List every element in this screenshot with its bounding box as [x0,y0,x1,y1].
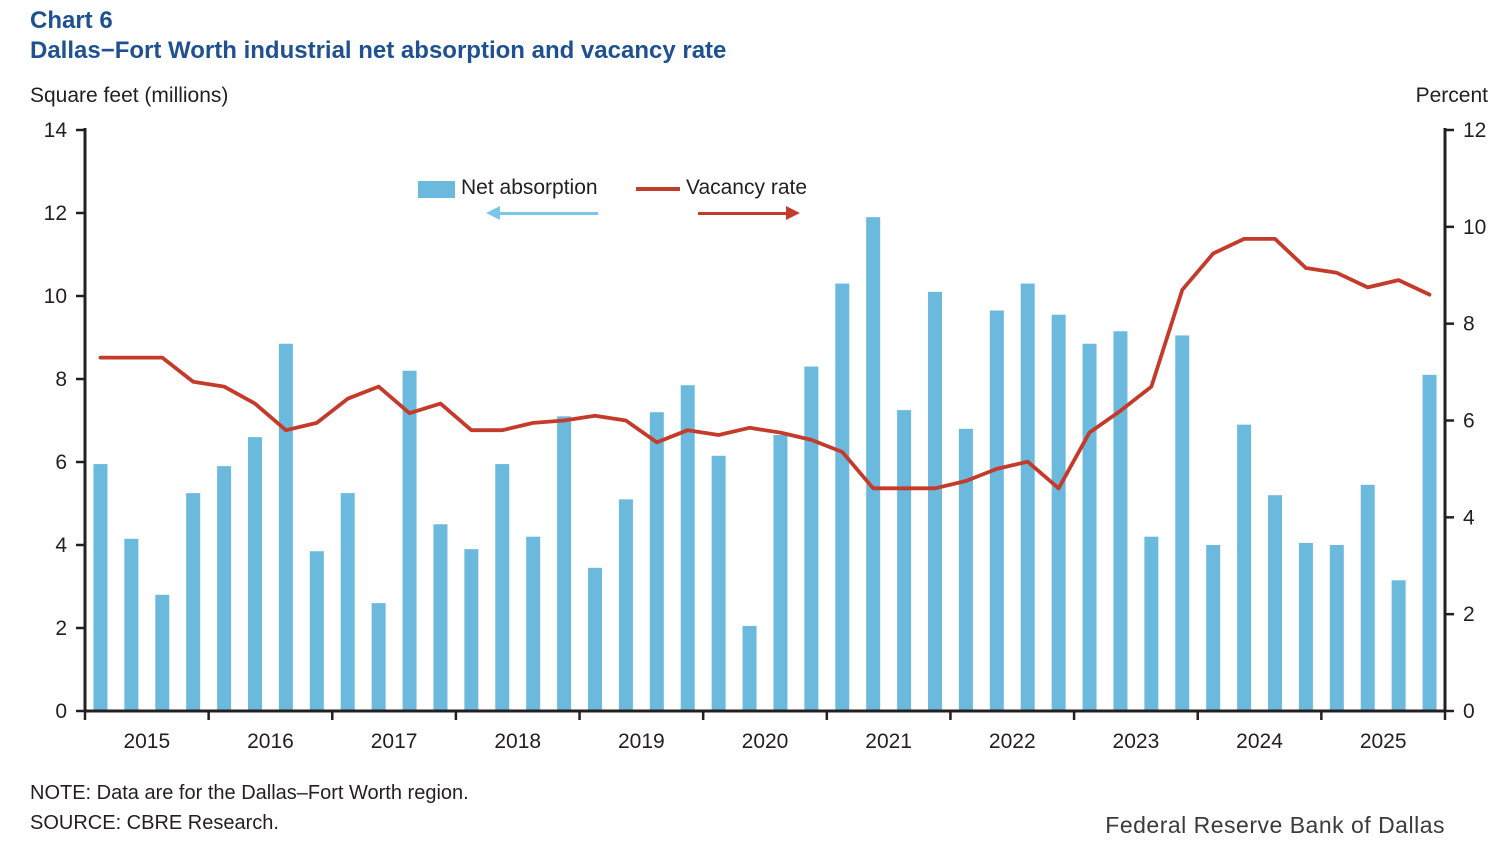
net-absorption-bar [680,385,695,711]
right-axis-tick-label: 8 [1463,313,1475,336]
net-absorption-label: Net absorption [461,176,598,199]
title-block: Chart 6 Dallas−Fort Worth industrial net… [30,6,726,66]
right-axis-tick-label: 4 [1463,506,1475,529]
x-axis-year-label: 2022 [989,730,1036,753]
net-absorption-bar [217,466,232,711]
source-line: SOURCE: CBRE Research. [30,812,279,834]
vacancy-rate-swatch [636,187,680,191]
right-axis-unit-label: Percent [1415,84,1488,107]
net-absorption-bar [526,536,541,711]
legend-item-vacancy-rate: Vacancy rate [636,176,807,220]
net-absorption-bar [1206,545,1221,711]
net-absorption-bar [124,538,139,711]
attribution: Federal Reserve Bank of Dallas [1105,812,1445,838]
net-absorption-bar [186,493,201,711]
net-absorption-bar [1144,536,1159,711]
left-axis-tick-label: 4 [55,534,67,557]
right-axis-tick-label: 10 [1463,216,1486,239]
net-absorption-bar [1298,542,1313,711]
left-axis-tick-label: 12 [44,202,67,225]
chart-title: Dallas−Fort Worth industrial net absorpt… [30,37,727,64]
net-absorption-bar [1329,545,1344,711]
net-absorption-bar [866,217,881,711]
net-absorption-bar [835,283,850,711]
x-axis-year-label: 2018 [494,730,541,753]
net-absorption-bar [248,437,262,711]
net-absorption-bar [464,549,479,711]
net-absorption-bar [1175,335,1190,711]
net-absorption-bar [1082,343,1097,711]
net-absorption-bar [1051,314,1066,711]
net-absorption-bar [1360,484,1375,711]
net-absorption-bar [1391,580,1406,711]
chart-number: Chart 6 [30,7,113,34]
left-axis-unit-label: Square feet (millions) [30,84,229,107]
left-axis-tick-label: 2 [55,617,67,640]
net-absorption-bar [928,291,942,711]
legend: Net absorption Vacancy rate [418,176,878,220]
net-absorption-swatch [418,180,455,198]
x-axis-year-label: 2021 [865,730,912,753]
left-axis-tick-label: 10 [44,285,67,308]
footnotes: NOTE: Data are for the Dallas–Fort Worth… [30,778,469,838]
x-axis-year-label: 2020 [742,730,789,753]
net-absorption-bar [371,603,386,711]
net-absorption-bar [773,435,788,711]
vacancy-rate-label: Vacancy rate [686,176,808,199]
right-axis-arrow-icon [698,206,800,220]
legend-item-net-absorption: Net absorption [418,176,598,220]
net-absorption-bar [1113,331,1128,711]
right-axis-tick-label: 12 [1463,119,1486,142]
net-absorption-bar [588,567,602,711]
left-axis-tick-label: 0 [55,700,67,723]
net-absorption-bar [1422,374,1437,711]
left-axis-tick-label: 8 [55,368,67,391]
net-absorption-bar [989,310,1004,711]
net-absorption-bar [1237,424,1252,711]
net-absorption-bar [897,410,912,711]
x-axis-year-label: 2023 [1113,730,1160,753]
left-axis-tick-label: 6 [55,451,67,474]
left-axis-arrow-icon [486,206,598,220]
x-axis-year-label: 2015 [123,730,170,753]
net-absorption-bar [618,499,633,711]
net-absorption-bar [278,343,293,711]
net-absorption-bar [495,464,510,711]
net-absorption-bar [711,455,726,711]
net-absorption-bar [958,428,973,711]
left-axis-tick-label: 14 [44,119,68,142]
net-absorption-bar [1268,495,1282,711]
net-absorption-bar [155,594,170,711]
net-absorption-bar [804,366,819,711]
note-line: NOTE: Data are for the Dallas–Fort Worth… [30,782,469,804]
x-axis-year-label: 2016 [247,730,294,753]
vacancy-rate-line [98,236,1432,491]
x-axis-year-label: 2019 [618,730,665,753]
x-axis-year-label: 2025 [1360,730,1407,753]
x-axis-year-label: 2017 [371,730,418,753]
net-absorption-bar [402,370,417,711]
net-absorption-bar [93,464,108,711]
net-absorption-bar [1020,283,1035,711]
right-axis-tick-label: 2 [1463,603,1475,626]
net-absorption-bar [309,551,324,711]
net-absorption-bar [557,416,572,711]
net-absorption-bar [742,625,757,711]
net-absorption-bar [340,493,355,711]
net-absorption-bar [649,412,664,711]
right-axis-tick-label: 0 [1463,700,1475,723]
net-absorption-bar [433,524,448,711]
x-axis-year-label: 2024 [1236,730,1283,753]
right-axis-tick-label: 6 [1463,410,1475,433]
